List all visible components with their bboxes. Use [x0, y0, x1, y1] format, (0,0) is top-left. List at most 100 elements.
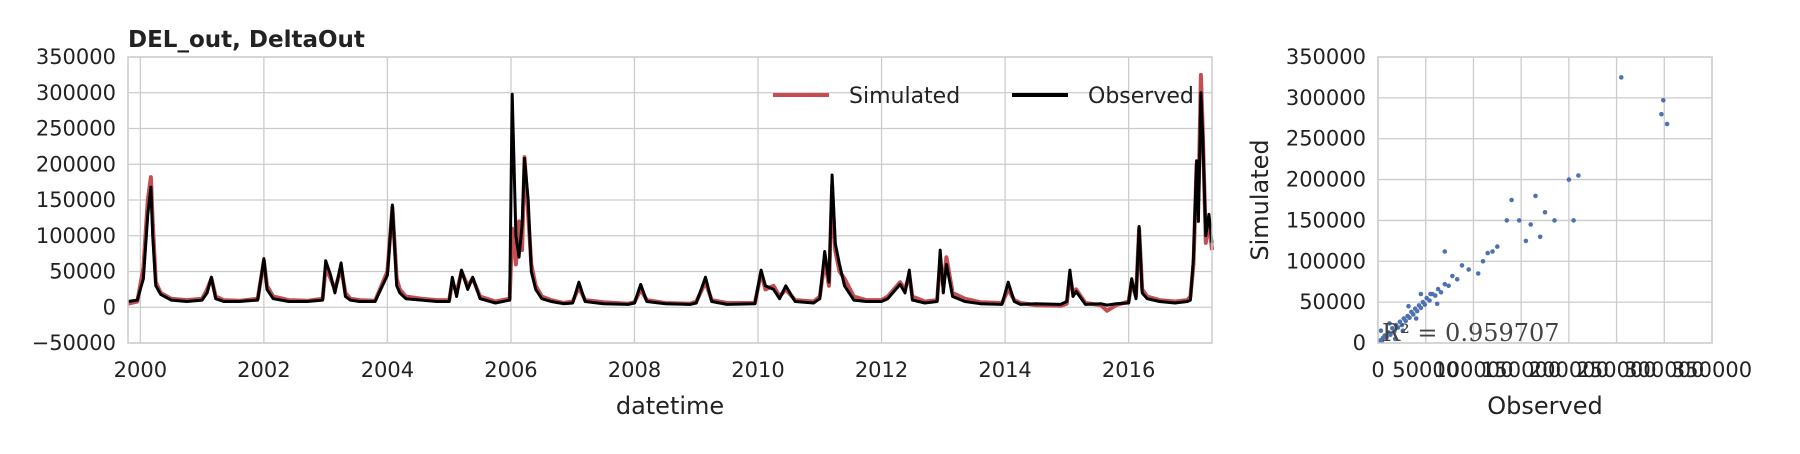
scatter-point — [1576, 173, 1581, 178]
r-squared-annotation: R² = 0.959707 — [1382, 319, 1560, 347]
timeseries-y-tick-label: 250000 — [36, 117, 116, 141]
scatter-point — [1490, 249, 1495, 254]
scatter-point — [1480, 259, 1486, 264]
scatter-point — [1523, 238, 1529, 244]
scatter-point — [1509, 197, 1514, 203]
scatter-y-ticks: 0 50000 100000 150000 200000 250000 300000 3500… — [1286, 45, 1366, 355]
scatter-points — [1377, 75, 1670, 344]
scatter-chart: 0500001000001500002000002500003000003500… — [1246, 45, 1752, 420]
scatter-point — [1485, 250, 1490, 256]
scatter-point — [1422, 302, 1428, 307]
scatter-x-tick-label: 50000 — [1392, 358, 1459, 382]
scatter-y-axis-label: Simulated — [1246, 139, 1274, 260]
timeseries-x-ticks: 2000 2002 2004 2006 2008 2010 2012 2014 2016 — [114, 358, 1156, 382]
scatter-point — [1504, 218, 1510, 223]
scatter-point — [1418, 291, 1424, 297]
timeseries-frame — [127, 56, 1213, 344]
scatter-point — [1659, 111, 1664, 117]
scatter-x-tick-label: 350000 — [1672, 358, 1752, 382]
scatter-point — [1516, 218, 1522, 223]
scatter-point — [1664, 121, 1670, 127]
timeseries-chart: −50000 0 50000 100000 150000 200000 250000 3000… — [32, 27, 1214, 420]
scatter-point — [1438, 290, 1444, 295]
scatter-point — [1533, 193, 1538, 199]
scatter-point — [1537, 234, 1543, 240]
scatter-point — [1392, 336, 1398, 342]
scatter-x-ticks: 0 500001000001500002000002500003000003500… — [1371, 358, 1752, 382]
timeseries-y-tick-label: 0 — [103, 295, 116, 319]
timeseries-x-tick-label: 2008 — [608, 358, 661, 382]
timeseries-x-tick-label: 2014 — [978, 358, 1031, 382]
scatter-point — [1566, 177, 1572, 182]
timeseries-x-tick-label: 2004 — [361, 358, 414, 382]
scatter-y-tick-label: 150000 — [1286, 208, 1366, 232]
scatter-point — [1387, 321, 1392, 326]
series-line-simulated — [127, 72, 1214, 313]
scatter-point — [1434, 301, 1440, 307]
timeseries-y-tick-label: −50000 — [32, 331, 116, 355]
scatter-point — [1454, 277, 1460, 282]
scatter-point — [1395, 325, 1401, 330]
scatter-x-tick-label: 100000 — [1433, 358, 1513, 382]
scatter-point — [1433, 293, 1438, 298]
timeseries-x-tick-label: 2010 — [731, 358, 784, 382]
scatter-point — [1391, 329, 1397, 334]
scatter-point — [1661, 98, 1666, 103]
scatter-point — [1411, 312, 1416, 317]
timeseries-y-ticks: −50000 0 50000 100000 150000 200000 250000 3000… — [32, 45, 116, 355]
scatter-point — [1414, 308, 1420, 314]
scatter-x-tick-label: 150000 — [1481, 358, 1561, 382]
scatter-y-tick-label: 0 — [1353, 331, 1366, 355]
timeseries-x-axis-label: datetime — [616, 392, 724, 420]
timeseries-y-tick-label: 350000 — [36, 45, 116, 69]
series-line-observed — [127, 91, 1214, 307]
scatter-point — [1495, 244, 1500, 249]
scatter-point — [1400, 328, 1406, 334]
scatter-point — [1571, 218, 1576, 223]
scatter-point — [1406, 303, 1411, 309]
scatter-y-tick-label: 100000 — [1286, 249, 1366, 273]
scatter-point — [1435, 286, 1441, 292]
scatter-point — [1418, 305, 1424, 311]
scatter-point — [1403, 318, 1408, 324]
scatter-point — [1450, 273, 1455, 279]
scatter-point — [1427, 298, 1432, 303]
scatter-point — [1428, 291, 1433, 297]
timeseries-x-tick-label: 2000 — [114, 358, 167, 382]
scatter-point — [1528, 222, 1533, 227]
timeseries-x-tick-label: 2012 — [855, 358, 908, 382]
scatter-point — [1378, 328, 1384, 334]
scatter-point — [1459, 263, 1465, 268]
scatter-x-tick-label: 250000 — [1576, 358, 1656, 382]
timeseries-x-tick-label: 2016 — [1102, 358, 1155, 382]
scatter-y-tick-label: 300000 — [1286, 86, 1366, 110]
scatter-y-tick-label: 200000 — [1286, 168, 1366, 192]
timeseries-x-tick-label: 2006 — [484, 358, 537, 382]
timeseries-lines — [127, 72, 1214, 313]
timeseries-legend: Simulated Observed — [773, 84, 1194, 109]
scatter-frame — [1377, 56, 1713, 344]
timeseries-x-tick-label: 2002 — [237, 358, 290, 382]
scatter-point — [1446, 283, 1451, 289]
scatter-point — [1413, 316, 1419, 321]
scatter-y-tick-label: 350000 — [1286, 45, 1366, 69]
timeseries-y-tick-label: 150000 — [36, 188, 116, 212]
timeseries-title: DEL_out, DeltaOut — [128, 27, 365, 53]
scatter-point — [1399, 322, 1405, 328]
timeseries-y-tick-label: 50000 — [49, 260, 116, 284]
timeseries-y-tick-label: 300000 — [36, 81, 116, 105]
scatter-point — [1619, 75, 1624, 80]
scatter-point — [1466, 267, 1471, 272]
timeseries-y-tick-label: 100000 — [36, 224, 116, 248]
scatter-point — [1552, 218, 1557, 223]
scatter-point — [1442, 281, 1448, 287]
scatter-x-axis-label: Observed — [1487, 392, 1602, 420]
legend-observed-label: Observed — [1088, 84, 1194, 109]
scatter-x-tick-label: 200000 — [1529, 358, 1609, 382]
scatter-x-tick-label: 300000 — [1624, 358, 1704, 382]
legend-simulated-label: Simulated — [849, 84, 960, 109]
scatter-y-tick-label: 50000 — [1299, 290, 1366, 314]
scatter-point — [1407, 315, 1412, 321]
